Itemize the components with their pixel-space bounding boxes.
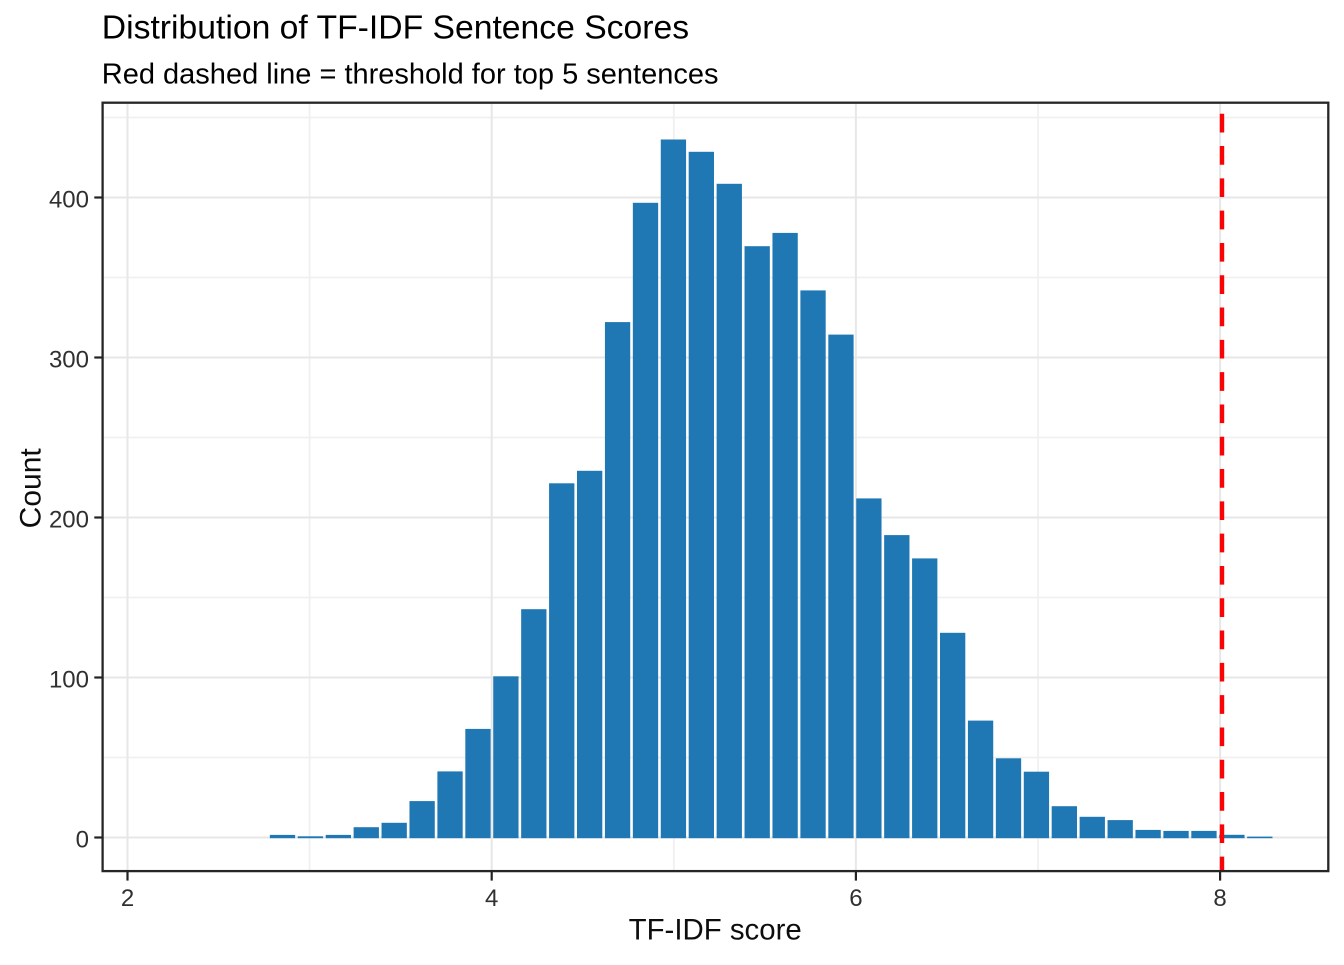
svg-text:4: 4 bbox=[485, 885, 498, 912]
svg-text:8: 8 bbox=[1213, 885, 1226, 912]
svg-text:100: 100 bbox=[49, 666, 89, 693]
svg-text:Count: Count bbox=[15, 448, 48, 529]
svg-text:0: 0 bbox=[76, 826, 89, 853]
svg-text:TF-IDF score: TF-IDF score bbox=[629, 914, 802, 947]
svg-text:Distribution of TF-IDF Sentenc: Distribution of TF-IDF Sentence Scores bbox=[102, 9, 689, 47]
svg-text:200: 200 bbox=[49, 506, 89, 533]
svg-text:2: 2 bbox=[121, 885, 134, 912]
svg-text:300: 300 bbox=[49, 346, 89, 373]
svg-text:6: 6 bbox=[849, 885, 862, 912]
svg-text:Red dashed line = threshold fo: Red dashed line = threshold for top 5 se… bbox=[102, 58, 719, 90]
svg-text:400: 400 bbox=[49, 186, 89, 213]
